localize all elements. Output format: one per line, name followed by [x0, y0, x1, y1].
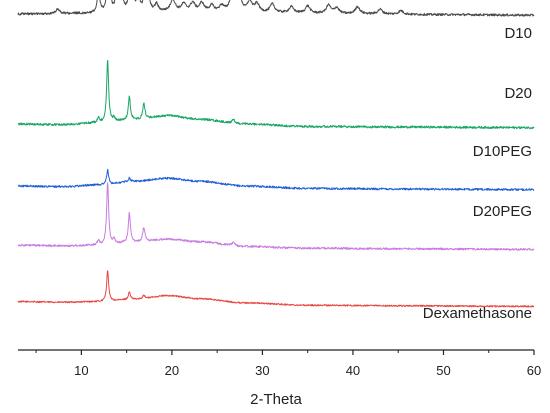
series-trace-d10 — [17, 270, 535, 308]
series-label-d10peg: D10PEG — [473, 143, 532, 160]
series-label-dexamethasone: Dexamethasone — [423, 305, 532, 322]
x-axis-ticks: 10 20 30 40 50 60 — [35, 350, 541, 378]
series-labels: D10 D20 D10PEG D20PEG Dexamethasone — [423, 25, 532, 322]
x-tick-label: 50 — [436, 363, 450, 378]
series-label-d20peg: D20PEG — [473, 203, 532, 220]
traces-group — [17, 0, 535, 308]
series-label-d20: D20 — [504, 85, 532, 102]
series-trace-d20peg — [17, 60, 535, 130]
x-tick-label: 40 — [346, 363, 360, 378]
series-label-d10: D10 — [504, 25, 532, 42]
x-tick-label: 30 — [255, 363, 269, 378]
x-axis-title: 2-Theta — [250, 391, 302, 408]
series-trace-dexamethasone — [17, 0, 535, 17]
x-tick-label: 10 — [74, 363, 88, 378]
series-trace-d10peg — [17, 168, 535, 192]
series-trace-d20 — [17, 182, 535, 251]
x-tick-label: 60 — [527, 363, 541, 378]
x-tick-label: 20 — [165, 363, 179, 378]
